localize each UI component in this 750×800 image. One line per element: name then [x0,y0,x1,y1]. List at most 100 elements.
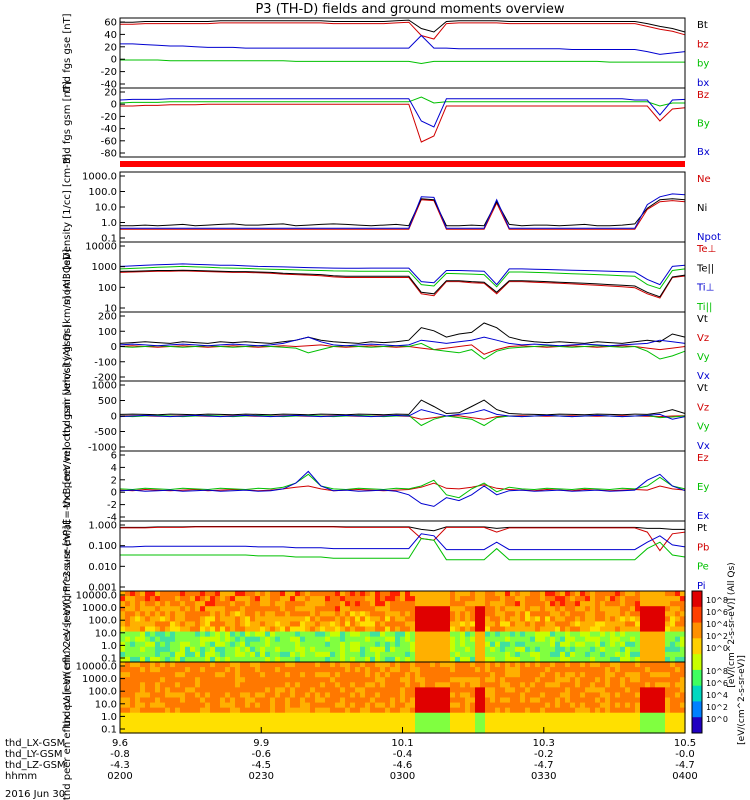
spectrogram-cell [310,656,316,663]
spectrogram-cell [225,591,231,597]
spectrogram-cell [575,591,581,597]
y-tick-label: 10.0 [95,699,117,710]
spectrogram-cell [150,727,156,734]
spectrogram-cell [585,631,591,638]
spectrogram-cell [625,616,631,623]
spectrogram-cell [645,626,651,633]
spectrogram-cell [340,621,346,628]
spectrogram-cell [495,606,501,612]
spectrogram-cell [580,591,586,597]
spectrogram-cell [420,727,426,734]
spectrogram-cell [580,702,586,709]
spectrogram-cell [185,687,191,694]
spectrogram-cell [470,687,476,694]
spectrogram-cell [460,722,466,729]
spectrogram-cell [295,702,301,709]
colorbar-swatch [692,606,702,624]
spectrogram-cell [625,697,631,704]
spectrogram-cell [260,662,266,668]
spectrogram-cell [270,651,276,658]
spectrogram-cell [285,591,291,597]
spectrogram-cell [350,722,356,729]
spectrogram-cell [515,591,521,597]
spectrogram-cell [265,717,271,724]
y-axis-label: thd pair velocity gsm [km/s] (All Qs) [62,256,73,437]
spectrogram-cell [485,651,491,658]
spectrogram-cell [145,677,151,683]
spectrogram-cell [525,687,531,694]
spectrogram-cell [255,707,261,714]
spectrogram-cell [380,621,386,628]
spectrogram-cell [350,662,356,668]
spectrogram-cell [575,712,581,719]
spectrogram-cell [195,692,201,699]
spectrogram-cell [520,722,526,729]
spectrogram-cell [305,631,311,638]
spectrogram-cell [430,712,436,719]
spectrogram-cell [315,646,321,653]
spectrogram-cell [435,722,441,729]
spectrogram-cell [565,596,571,602]
spectrogram-cell [490,662,496,668]
spectrogram-cell [125,606,131,612]
spectrogram-cell [310,687,316,694]
spectrogram-cell [490,641,496,648]
spectrogram-cell [230,611,236,617]
spectrogram-cell [575,682,581,688]
spectrogram-cell [465,646,471,653]
spectrogram-cell [645,677,651,683]
spectrogram-cell [480,651,486,658]
spectrogram-cell [410,591,416,597]
status-bar [120,161,685,167]
spectrogram-cell [330,591,336,597]
spectrogram-cell [610,667,616,673]
spectrogram-cell [480,692,486,699]
spectrogram-cell [495,712,501,719]
spectrogram-cell [600,672,606,678]
spectrogram-cell [250,646,256,653]
spectrogram-cell [150,606,156,612]
spectrogram-cell [570,656,576,663]
spectrogram-cell [180,646,186,653]
spectrogram-cell [185,611,191,617]
spectrogram-cell [365,717,371,724]
spectrogram-cell [485,641,491,648]
spectrogram-cell [350,651,356,658]
spectrogram-cell [160,631,166,638]
spectrogram-cell [225,717,231,724]
spectrogram-cell [645,621,651,628]
spectrogram-cell [390,621,396,628]
spectrogram-cell [280,651,286,658]
spectrogram-cell [525,667,531,673]
spectrogram-cell [420,692,426,699]
spectrogram-cell [615,606,621,612]
spectrogram-cell [490,692,496,699]
spectrogram-cell [495,727,501,734]
spectrogram-cell [195,611,201,617]
spectrogram-cell [625,591,631,597]
spectrogram-cell [655,621,661,628]
spectrogram-cell [390,646,396,653]
spectrogram-cell [195,697,201,704]
spectrogram-cell [345,672,351,678]
spectrogram-cell [570,606,576,612]
spectrogram-cell [570,626,576,633]
spectrogram-cell [315,656,321,663]
spectrogram-cell [455,616,461,623]
spectrogram-cell [485,656,491,663]
spectrogram-cell [220,641,226,648]
spectrogram-cell [515,707,521,714]
spectrogram-cell [440,672,446,678]
spectrogram-cell [620,727,626,734]
spectrogram-cell [600,631,606,638]
spectrogram-cell [450,687,456,694]
spectrogram-cell [325,727,331,734]
spectrogram-cell [400,601,406,607]
spectrogram-cell [390,631,396,638]
spectrogram-cell [545,682,551,688]
y-tick-label: 0.001 [88,583,117,594]
spectrogram-cell [230,702,236,709]
spectrogram-cell [160,692,166,699]
spectrogram-cell [565,631,571,638]
spectrogram-cell [450,667,456,673]
